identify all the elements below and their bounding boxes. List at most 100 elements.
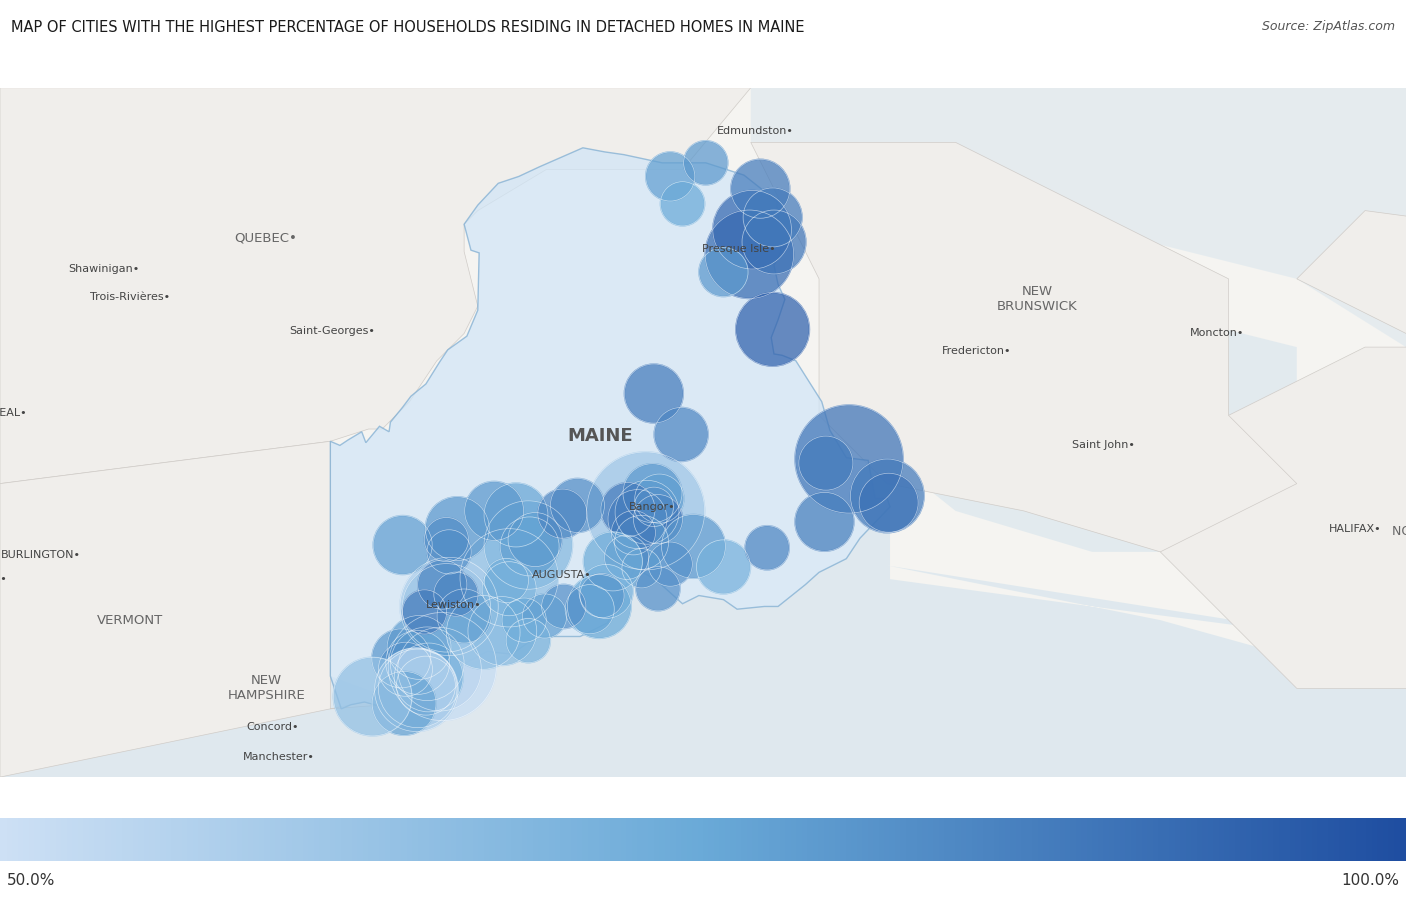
- Circle shape: [706, 210, 793, 298]
- Circle shape: [645, 152, 695, 201]
- Circle shape: [621, 548, 661, 588]
- Polygon shape: [887, 279, 1296, 579]
- Text: Saint John•: Saint John•: [1071, 441, 1135, 450]
- Text: Concord•: Concord•: [247, 722, 299, 732]
- Circle shape: [373, 515, 432, 574]
- Circle shape: [484, 501, 572, 589]
- Circle shape: [799, 436, 853, 490]
- Polygon shape: [1296, 210, 1406, 347]
- Circle shape: [460, 529, 558, 627]
- Circle shape: [437, 589, 491, 643]
- Text: Lewiston•: Lewiston•: [426, 601, 482, 610]
- Circle shape: [427, 530, 471, 574]
- Circle shape: [744, 188, 801, 247]
- Circle shape: [794, 405, 903, 513]
- Circle shape: [371, 628, 430, 688]
- Circle shape: [579, 565, 633, 619]
- Circle shape: [484, 483, 548, 547]
- Circle shape: [396, 656, 456, 715]
- Circle shape: [541, 584, 586, 628]
- Polygon shape: [751, 142, 1296, 552]
- Text: Presque Isle•: Presque Isle•: [702, 244, 775, 254]
- Text: AUGUSTA•: AUGUSTA•: [533, 570, 592, 580]
- Circle shape: [735, 292, 810, 366]
- Circle shape: [614, 515, 669, 569]
- Circle shape: [484, 558, 529, 602]
- Circle shape: [623, 464, 682, 522]
- Polygon shape: [0, 507, 1406, 777]
- Circle shape: [614, 480, 679, 544]
- Circle shape: [464, 482, 523, 540]
- Polygon shape: [0, 441, 404, 777]
- Circle shape: [402, 590, 447, 634]
- Text: VERMONT: VERMONT: [97, 614, 163, 627]
- Circle shape: [333, 657, 412, 736]
- Text: Manchester•: Manchester•: [242, 752, 315, 761]
- Circle shape: [859, 473, 918, 532]
- Circle shape: [508, 512, 562, 566]
- Text: BURLINGTON•: BURLINGTON•: [1, 549, 82, 559]
- Circle shape: [699, 247, 748, 297]
- Text: Edmundston•: Edmundston•: [717, 127, 793, 137]
- Text: Fredericton•: Fredericton•: [942, 346, 1011, 356]
- Circle shape: [612, 511, 655, 555]
- Circle shape: [661, 182, 704, 226]
- Circle shape: [426, 497, 489, 561]
- Circle shape: [634, 474, 683, 523]
- Circle shape: [550, 478, 605, 532]
- Text: Trois-Rivières•: Trois-Rivières•: [90, 291, 170, 301]
- Polygon shape: [0, 88, 751, 484]
- Circle shape: [683, 141, 728, 185]
- Circle shape: [482, 562, 536, 616]
- Circle shape: [402, 564, 491, 652]
- Circle shape: [385, 630, 450, 694]
- Circle shape: [394, 643, 463, 712]
- Circle shape: [373, 672, 436, 735]
- Text: Shawinigan•: Shawinigan•: [67, 264, 139, 274]
- Text: NEW
BRUNSWICK: NEW BRUNSWICK: [997, 285, 1078, 314]
- Text: NEW
HAMPSHIRE: NEW HAMPSHIRE: [228, 674, 305, 702]
- Circle shape: [605, 535, 648, 580]
- Text: 50.0%: 50.0%: [7, 873, 55, 887]
- Circle shape: [624, 364, 683, 423]
- Circle shape: [387, 616, 451, 680]
- Circle shape: [501, 517, 560, 576]
- Circle shape: [636, 566, 681, 610]
- Text: QUEBEC•: QUEBEC•: [235, 231, 298, 245]
- Circle shape: [378, 649, 457, 727]
- Circle shape: [378, 642, 433, 697]
- Circle shape: [633, 494, 682, 544]
- Circle shape: [661, 514, 725, 578]
- Polygon shape: [1160, 347, 1406, 689]
- Text: Saint-Georges•: Saint-Georges•: [290, 325, 375, 335]
- Circle shape: [794, 493, 853, 551]
- Circle shape: [634, 487, 673, 527]
- Text: Moncton•: Moncton•: [1191, 328, 1244, 338]
- Circle shape: [374, 648, 458, 732]
- Circle shape: [398, 628, 481, 711]
- Circle shape: [567, 574, 631, 638]
- Ellipse shape: [17, 470, 32, 634]
- Circle shape: [538, 489, 586, 539]
- Text: 100.0%: 100.0%: [1341, 873, 1399, 887]
- Circle shape: [713, 191, 792, 269]
- Circle shape: [583, 532, 643, 591]
- Circle shape: [586, 452, 704, 570]
- Circle shape: [745, 526, 789, 570]
- Circle shape: [506, 619, 550, 663]
- Circle shape: [565, 584, 614, 634]
- Text: MONTREAL•: MONTREAL•: [0, 407, 28, 418]
- Polygon shape: [330, 147, 890, 708]
- Circle shape: [696, 539, 751, 594]
- Circle shape: [425, 518, 468, 562]
- Text: Bangor•: Bangor•: [628, 502, 676, 512]
- Circle shape: [468, 597, 537, 665]
- Polygon shape: [751, 88, 1406, 347]
- Circle shape: [851, 459, 924, 533]
- Text: MAINE: MAINE: [568, 427, 634, 445]
- Circle shape: [446, 595, 520, 669]
- Circle shape: [418, 560, 467, 610]
- Circle shape: [607, 490, 666, 548]
- Circle shape: [434, 572, 478, 617]
- Circle shape: [654, 407, 709, 461]
